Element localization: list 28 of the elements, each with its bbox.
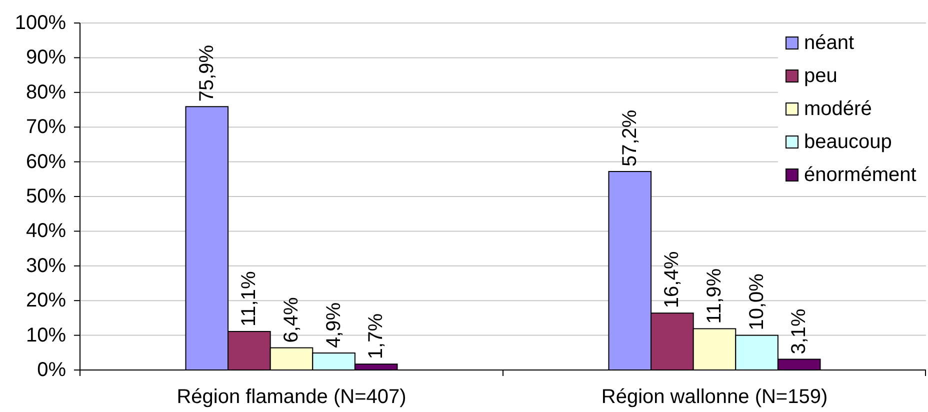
data-label: 11,9% (704, 268, 726, 324)
x-tick-label: Région flamande (N=407) (176, 386, 406, 408)
data-label: 1,7% (365, 313, 388, 360)
y-tick-label: 80% (26, 81, 66, 104)
data-label: 10,0% (746, 273, 768, 330)
legend-label: beaucoup (804, 131, 892, 153)
legend-label: énormément (804, 164, 917, 186)
y-tick-label: 60% (26, 150, 66, 173)
y-tick-label: 40% (26, 220, 66, 242)
data-label: 3,1% (788, 308, 810, 354)
y-tick-label: 10% (26, 324, 66, 346)
data-label: 16,4% (661, 251, 684, 308)
y-tick-label: 20% (26, 290, 66, 312)
legend-label: peu (804, 65, 838, 87)
x-tick-label: Région wallonne (N=159) (601, 386, 828, 408)
y-tick-label: 30% (26, 254, 66, 277)
y-tick-label: 0% (37, 359, 66, 381)
y-tick-label: 70% (26, 116, 66, 138)
y-tick-label: 100% (14, 12, 66, 34)
data-label: 11,1% (238, 271, 260, 326)
y-tick-label: 50% (26, 186, 66, 208)
data-label: 75,9% (196, 44, 218, 102)
y-tick-label: 90% (26, 46, 66, 69)
data-label: 4,9% (322, 302, 345, 348)
legend-label: modéré (804, 98, 872, 120)
data-label: 6,4% (280, 296, 302, 343)
data-label: 57,2% (618, 110, 641, 167)
legend-label: néant (804, 32, 854, 54)
